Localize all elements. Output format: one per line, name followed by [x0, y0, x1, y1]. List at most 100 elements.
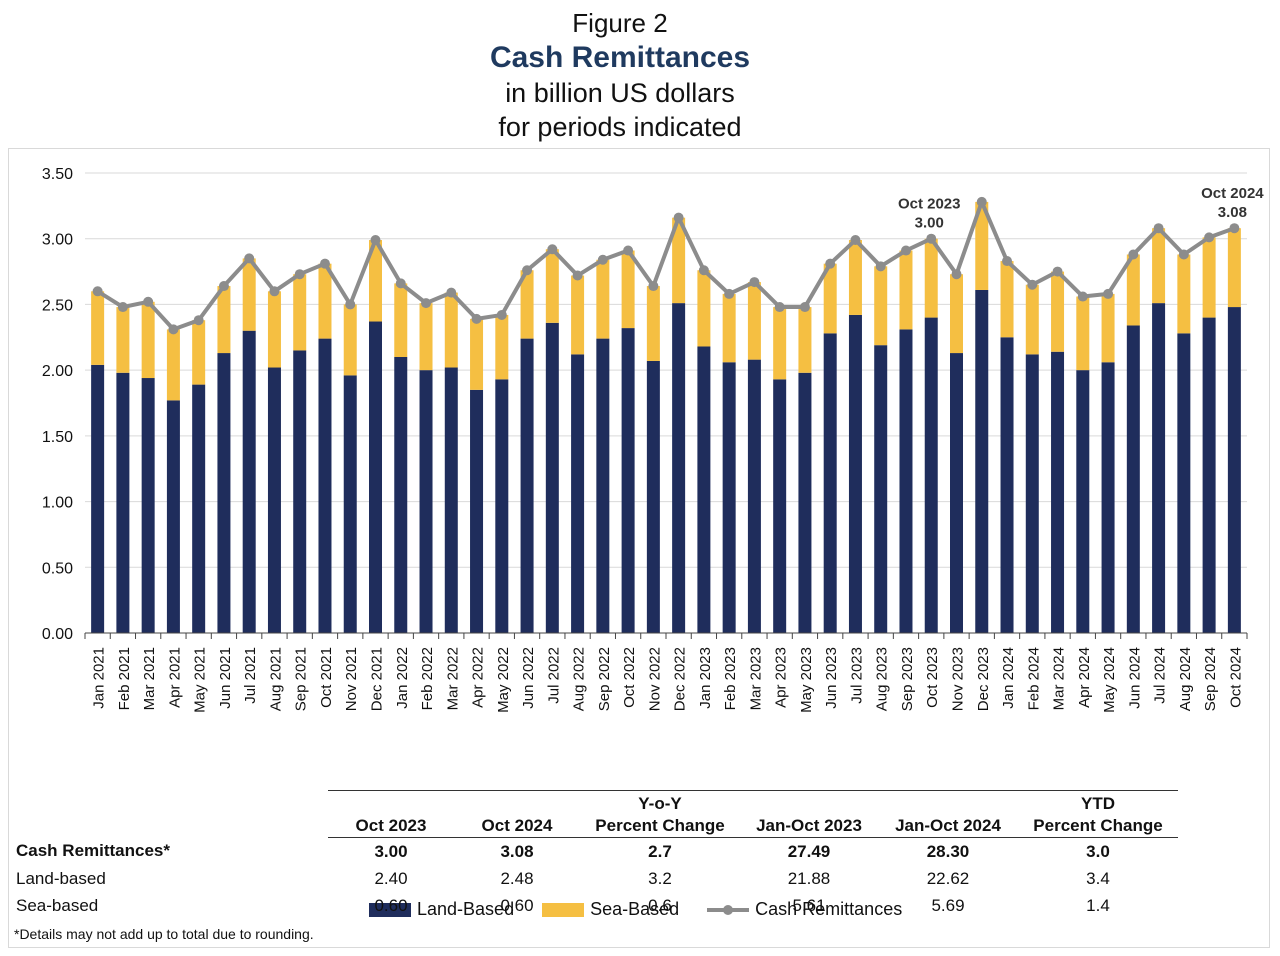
table-cell: 3.0: [1086, 841, 1110, 861]
bar-land-based: [369, 321, 382, 633]
bar-land-based: [1076, 370, 1090, 633]
bar-sea-based: [950, 274, 963, 354]
bar-sea-based: [874, 266, 888, 346]
bar-sea-based: [798, 307, 812, 373]
bar-sea-based: [646, 286, 660, 361]
bar-land-based: [571, 354, 585, 633]
legend-item-line: Cash Remittances: [707, 899, 902, 920]
table-cell: 27.49: [787, 841, 831, 861]
bar-sea-based: [545, 249, 559, 323]
x-tick-label: Oct 2024: [1227, 647, 1244, 708]
point-cash-remittances: [218, 281, 229, 292]
bar-land-based: [823, 333, 837, 633]
x-tick-label: Mar 2021: [141, 647, 158, 710]
bar-land-based: [343, 375, 357, 633]
bar-land-based: [1227, 307, 1241, 633]
x-tick-label: Sep 2024: [1202, 647, 1219, 711]
point-cash-remittances: [294, 269, 305, 280]
bar-sea-based: [924, 238, 938, 318]
bar-land-based: [1152, 303, 1166, 633]
x-tick-label: Apr 2021: [166, 647, 183, 708]
point-cash-remittances: [1204, 232, 1215, 243]
table-cell: 2.48: [500, 868, 534, 888]
bar-land-based: [1051, 351, 1065, 633]
bar-sea-based: [192, 320, 206, 385]
annotation-label: Oct 2024: [1201, 185, 1264, 202]
bar-sea-based: [1000, 261, 1014, 338]
x-tick-label: Apr 2022: [470, 647, 487, 708]
point-cash-remittances: [572, 270, 583, 281]
table-header-oct2023: Oct 2023: [328, 790, 454, 838]
y-tick-label: 0.50: [42, 560, 73, 577]
bar-land-based: [697, 346, 711, 633]
x-tick-label: May 2023: [798, 647, 815, 713]
bar-land-based: [166, 400, 180, 633]
bar-sea-based: [1076, 296, 1090, 371]
bar-sea-based: [141, 301, 155, 379]
annotation-value: 3.00: [915, 215, 944, 232]
y-tick-label: 1.50: [42, 429, 73, 446]
bar-sea-based: [91, 291, 105, 365]
y-tick-label: 3.00: [42, 232, 73, 249]
table-cell: 0.60: [374, 895, 408, 915]
stacked-bar-line-chart: 0.00 0.50 1.00 1.50 2.00 2.50 3.00 3.50 Jan 2021…: [42, 166, 1264, 713]
bar-sea-based: [621, 250, 635, 329]
footnote: *Details may not add up to total due to …: [14, 926, 314, 942]
bar-land-based: [141, 378, 155, 633]
point-cash-remittances: [1103, 288, 1114, 299]
table-cell: 0.60: [500, 895, 534, 915]
point-cash-remittances: [926, 233, 937, 244]
bar-sea-based: [419, 303, 433, 371]
chart-title: Cash Remittances: [489, 41, 751, 74]
bar-sea-based: [394, 283, 408, 357]
x-tick-label: Feb 2022: [419, 647, 436, 710]
bar-land-based: [495, 379, 509, 633]
bar-sea-based: [267, 291, 281, 368]
table-header-janoct2023: Jan-Oct 2023: [740, 790, 878, 838]
legend-swatch-land: [369, 902, 411, 917]
bar-sea-based: [217, 286, 231, 354]
bar-land-based: [1177, 333, 1191, 633]
point-cash-remittances: [976, 196, 987, 207]
point-cash-remittances: [1229, 223, 1240, 234]
bar-sea-based: [343, 304, 357, 376]
bar-sea-based: [166, 329, 180, 401]
x-tick-label: Feb 2023: [722, 647, 739, 710]
legend-label-sea: Sea-Based: [590, 899, 680, 919]
bar-land-based: [242, 330, 256, 633]
point-cash-remittances: [168, 324, 179, 335]
y-tick-label: 1.00: [42, 495, 73, 512]
bar-sea-based: [470, 318, 484, 390]
legend-label-line: Cash Remittances: [755, 899, 903, 919]
x-tick-label: Aug 2023: [874, 647, 891, 711]
table-row: Land-based 2.40 2.48 3.2 21.88 22.62 3.4: [14, 865, 1178, 892]
x-tick-label: Jul 2021: [242, 647, 259, 704]
point-cash-remittances: [471, 313, 482, 324]
figure-label: Figure 2: [572, 8, 668, 38]
table-cell: 2.7: [648, 841, 672, 861]
table-cell: 28.30: [926, 841, 970, 861]
point-cash-remittances: [875, 261, 886, 272]
chart-legend: Land-Based Sea-Based Cash Remittances: [369, 899, 930, 920]
point-cash-remittances: [547, 244, 558, 255]
point-cash-remittances: [900, 245, 911, 256]
point-cash-remittances: [749, 277, 760, 288]
table-header-yoy: Y-o-Y Percent Change: [580, 790, 740, 838]
point-cash-remittances: [597, 254, 608, 265]
point-cash-remittances: [724, 288, 735, 299]
bar-sea-based: [596, 259, 610, 339]
point-cash-remittances: [1027, 279, 1038, 290]
x-tick-label: Jan 2024: [1000, 647, 1017, 709]
point-cash-remittances: [648, 281, 659, 292]
annotation-value: 3.08: [1218, 204, 1247, 221]
bar-land-based: [924, 317, 938, 633]
chart-panel: 0.00 0.50 1.00 1.50 2.00 2.50 3.00 3.50 Jan 2021…: [8, 148, 1270, 948]
point-cash-remittances: [623, 245, 634, 256]
annotation-label: Oct 2023: [898, 196, 961, 213]
point-cash-remittances: [774, 302, 785, 313]
bar-sea-based: [520, 270, 534, 339]
bar-land-based: [91, 364, 105, 633]
bar-land-based: [217, 353, 231, 633]
line-cash-remittances: [96, 199, 1236, 332]
bar-sea-based: [975, 201, 989, 290]
